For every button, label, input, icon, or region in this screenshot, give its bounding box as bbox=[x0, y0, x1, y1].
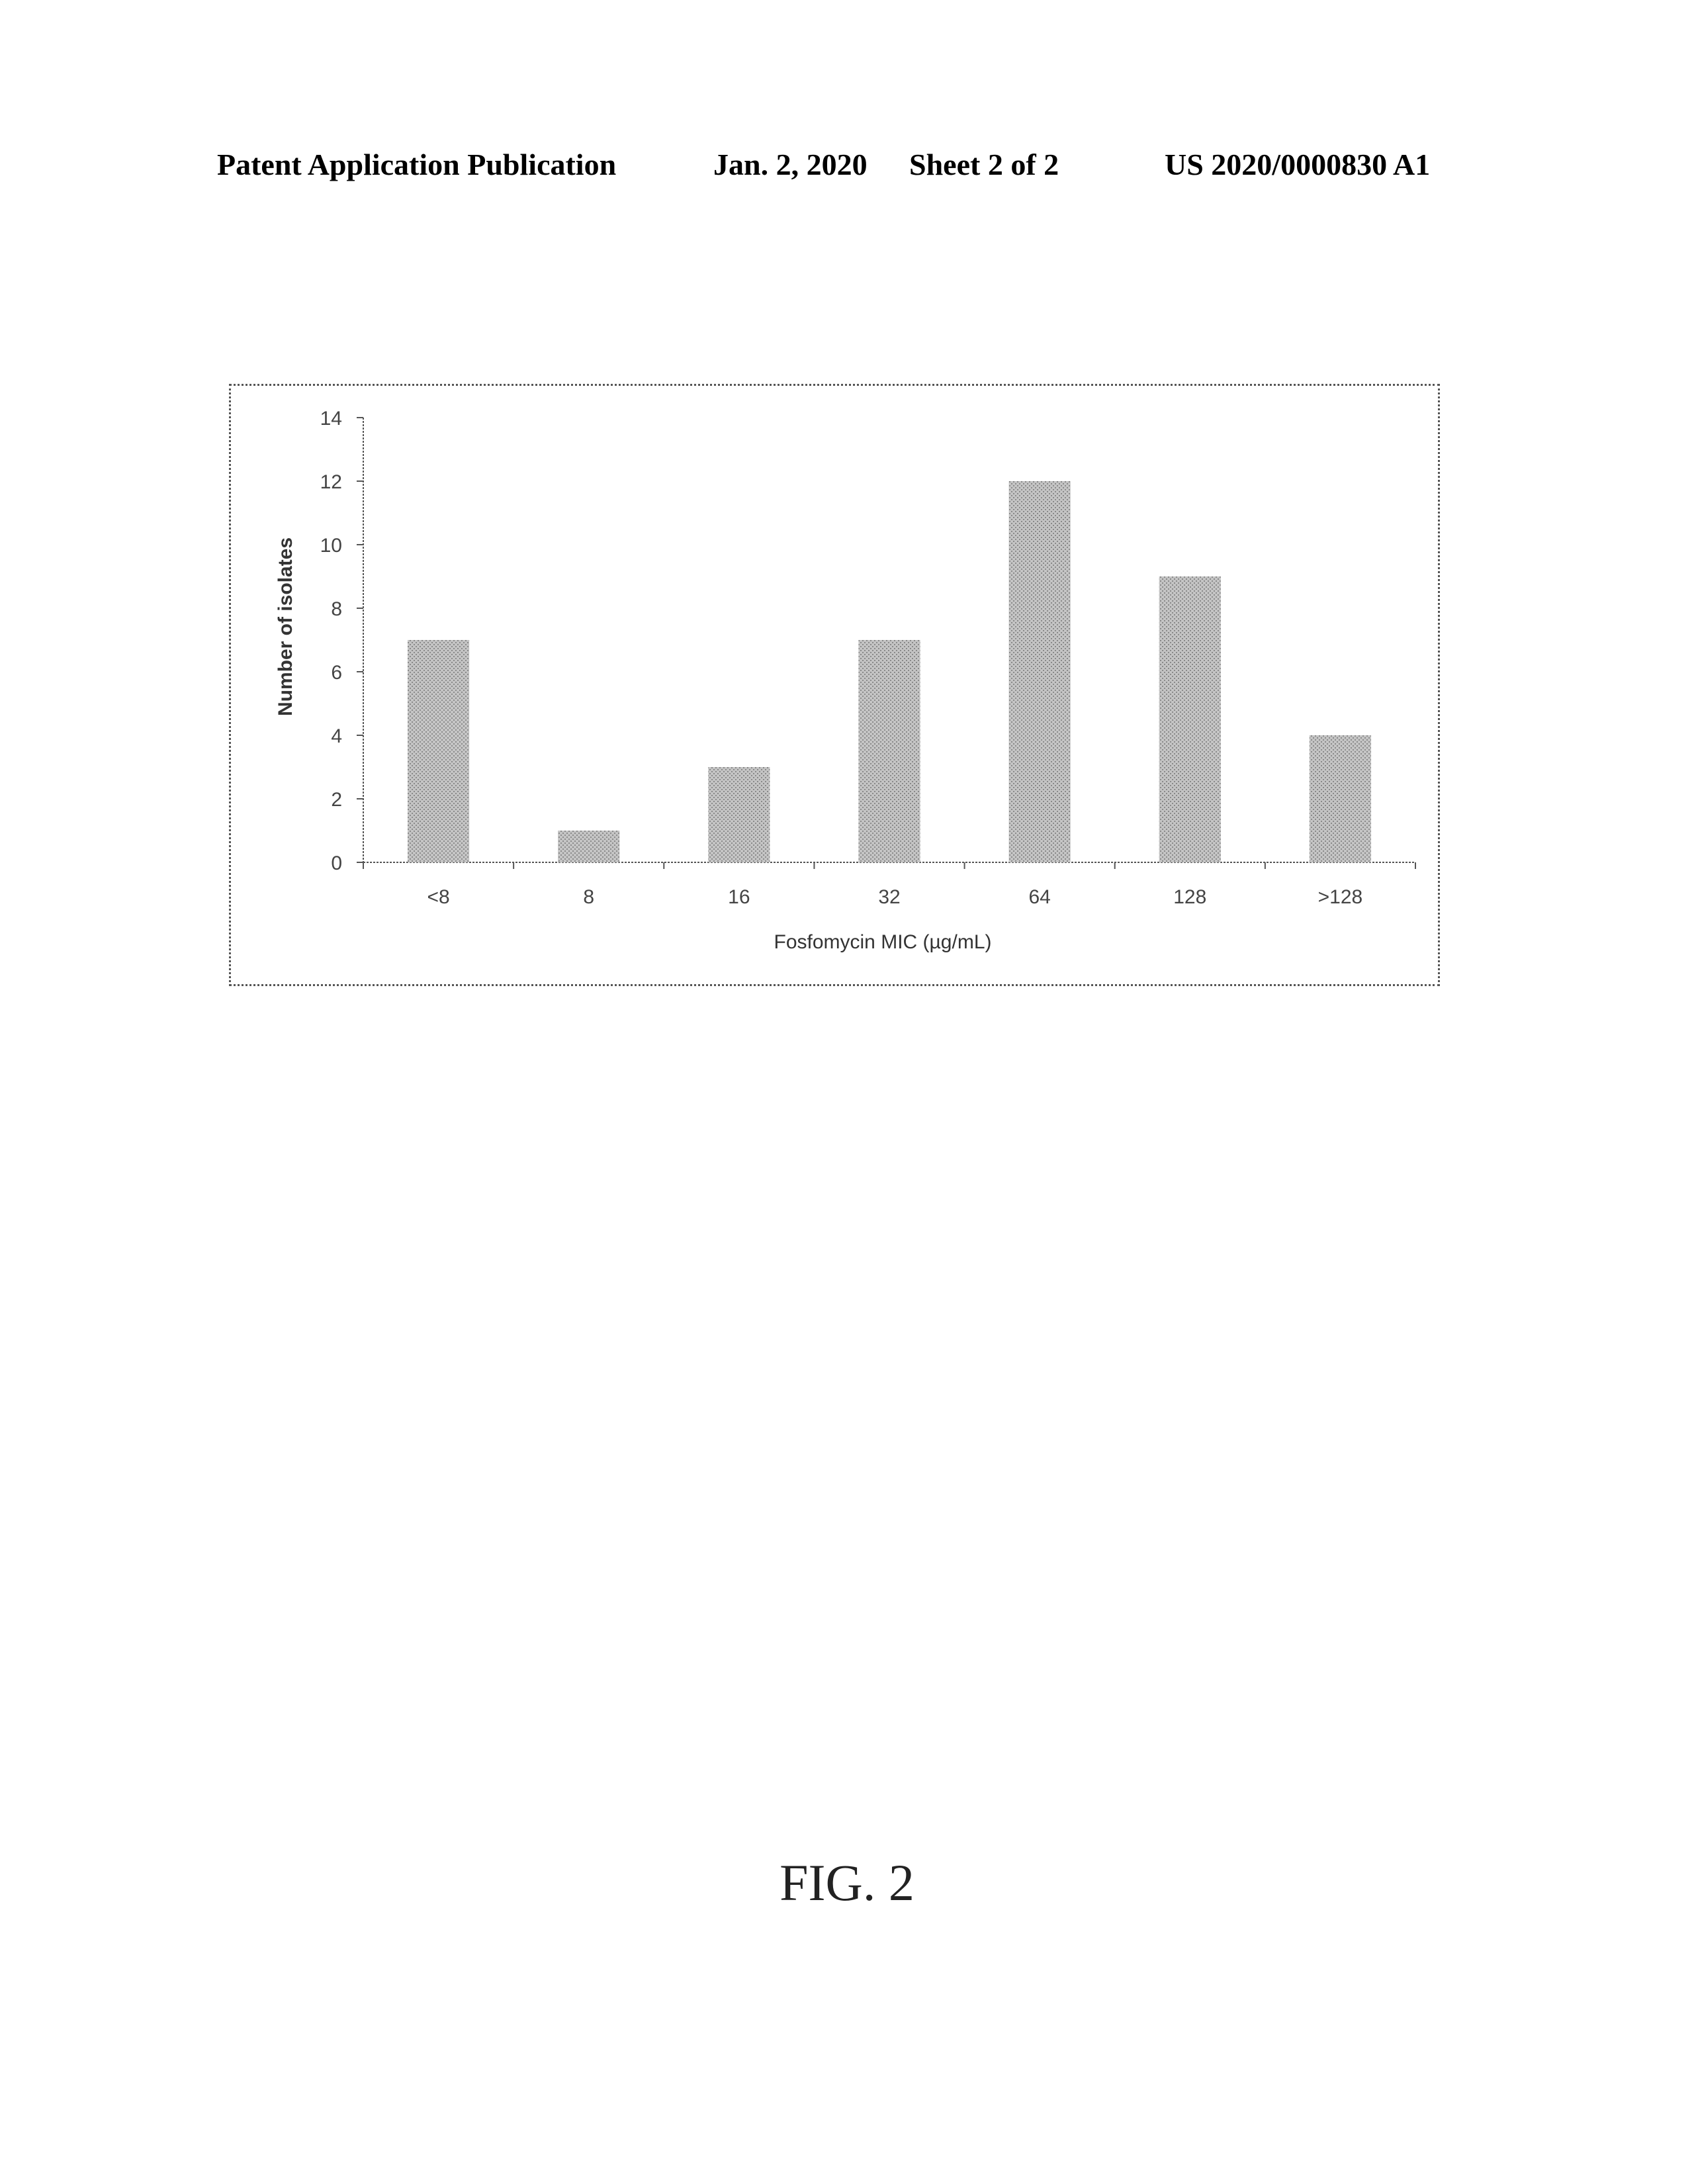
chart-frame: 0 2 4 6 8 10 12 14 <8 8 16 32 64 128 >128 Number of i… bbox=[229, 384, 1440, 986]
y-tick-label: 12 bbox=[320, 471, 342, 493]
bar-chart: 0 2 4 6 8 10 12 14 <8 8 16 32 64 128 >128 Number of i… bbox=[275, 408, 1416, 953]
x-axis-title: Fosfomycin MIC (µg/mL) bbox=[774, 931, 992, 953]
bar bbox=[708, 767, 770, 862]
y-tick-label: 6 bbox=[331, 662, 342, 684]
sheet-number: Sheet 2 of 2 bbox=[909, 148, 1059, 181]
page-header: Patent Application Publication Jan. 2, 2… bbox=[0, 147, 1694, 187]
y-tick-label: 8 bbox=[331, 598, 342, 620]
bar bbox=[1159, 576, 1221, 862]
patent-number: US 2020/0000830 A1 bbox=[1165, 148, 1431, 181]
bars bbox=[408, 481, 1371, 862]
bar bbox=[1008, 481, 1071, 862]
bar bbox=[858, 640, 920, 862]
y-tick-label: 4 bbox=[331, 725, 342, 747]
y-axis: 0 2 4 6 8 10 12 14 bbox=[320, 408, 364, 874]
x-tick-label: 32 bbox=[878, 886, 900, 908]
x-tick-label: <8 bbox=[427, 886, 449, 908]
x-tick-label: 128 bbox=[1173, 886, 1206, 908]
bar bbox=[408, 640, 470, 862]
x-axis: <8 8 16 32 64 128 >128 bbox=[363, 862, 1416, 908]
x-tick-label: 16 bbox=[728, 886, 750, 908]
x-tick-label: >128 bbox=[1318, 886, 1363, 908]
bar bbox=[558, 831, 620, 862]
y-tick-label: 2 bbox=[331, 789, 342, 811]
y-axis-title: Number of isolates bbox=[275, 537, 296, 716]
x-tick-label: 64 bbox=[1028, 886, 1050, 908]
y-tick-label: 14 bbox=[320, 408, 342, 430]
bar bbox=[1309, 735, 1371, 862]
y-tick-label: 10 bbox=[320, 535, 342, 557]
x-tick-label: 8 bbox=[583, 886, 594, 908]
y-tick-label: 0 bbox=[331, 852, 342, 874]
figure-caption: FIG. 2 bbox=[780, 1854, 914, 1911]
publication-label: Patent Application Publication bbox=[217, 148, 617, 181]
publication-date: Jan. 2, 2020 bbox=[713, 148, 868, 181]
